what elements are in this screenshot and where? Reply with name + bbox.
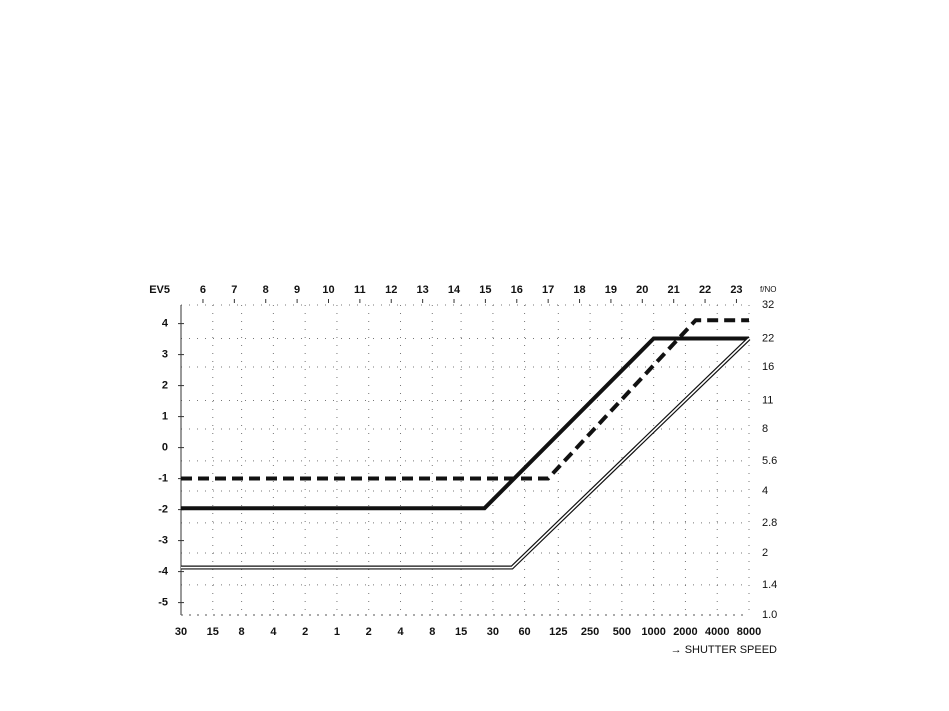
x2-tick-label: 14: [448, 284, 461, 296]
x2-tick-label: 19: [605, 284, 617, 296]
x-tick-label: 4000: [705, 626, 729, 638]
y2-tick-label: 3: [162, 349, 168, 361]
x-tick-label: 8000: [737, 626, 761, 638]
y-tick-label: 2: [762, 547, 768, 559]
y-tick-label: 8: [762, 423, 768, 435]
x-tick-label: 2: [302, 626, 308, 638]
x2-tick-label: 23: [730, 284, 742, 296]
y-tick-label: 32: [762, 299, 774, 311]
y2-tick-label: 2: [162, 380, 168, 392]
x-tick-label: 15: [455, 626, 467, 638]
x2-tick-label: 20: [636, 284, 648, 296]
x2-tick-label: 11: [354, 284, 366, 296]
x2-tick-label: 10: [322, 284, 334, 296]
program-line: [181, 318, 749, 481]
y-tick-label: 11: [762, 394, 773, 406]
x2-tick-label: 16: [511, 284, 523, 296]
x-tick-label: 2000: [673, 626, 697, 638]
x-tick-label: 4: [397, 626, 404, 638]
x-axis-label: → SHUTTER SPEED: [671, 644, 777, 656]
x-tick-label: 30: [175, 626, 187, 638]
x-tick-label: 4: [270, 626, 277, 638]
y2-tick-label: -3: [158, 535, 168, 547]
x2-tick-label: 22: [699, 284, 711, 296]
x2-tick-label: 12: [385, 284, 397, 296]
x2-tick-label: 21: [668, 284, 680, 296]
x2-tick-label: 13: [417, 284, 429, 296]
x-tick-label: 2: [366, 626, 372, 638]
program-line: [181, 337, 751, 570]
y-tick-label: 16: [762, 361, 774, 373]
y2-tick-label: -1: [158, 473, 168, 485]
x2-tick-label: 9: [294, 284, 300, 296]
x2-tick-label: 15: [479, 284, 491, 296]
x2-tick-label: 6: [200, 284, 206, 296]
y2-tick-label: -2: [158, 504, 168, 516]
y-tick-label: 1.4: [762, 579, 777, 591]
y-tick-label: 5.6: [762, 455, 777, 467]
x-tick-label: 30: [487, 626, 499, 638]
x2-tick-label: 7: [231, 284, 237, 296]
x2-tick-label: 8: [263, 284, 269, 296]
x-tick-label: 1000: [641, 626, 665, 638]
y-tick-label: 22: [762, 332, 774, 344]
y2-tick-label: 1: [162, 411, 168, 423]
x-tick-label: 60: [518, 626, 530, 638]
x-tick-label: 250: [581, 626, 599, 638]
x-tick-label: 15: [207, 626, 219, 638]
x-tick-label: 1: [334, 626, 340, 638]
y2-tick-label: 4: [162, 318, 169, 330]
program-line-inner: [181, 337, 750, 569]
y-axis-label: f/NO: [760, 285, 776, 294]
y-tick-label: 1.0: [762, 609, 777, 621]
y-tick-label: 2.8: [762, 517, 777, 529]
y2-tick-label: -4: [158, 566, 169, 578]
ev-axis-label: EV5: [149, 284, 170, 296]
x-tick-label: 500: [613, 626, 631, 638]
x2-tick-label: 17: [542, 284, 554, 296]
x2-tick-label: 18: [573, 284, 585, 296]
x-tick-label: 8: [429, 626, 435, 638]
x-tick-label: 8: [239, 626, 245, 638]
y2-tick-label: -5: [158, 597, 168, 609]
x-tick-label: 125: [549, 626, 567, 638]
y-tick-label: 4: [762, 485, 768, 497]
y2-tick-label: 0: [162, 442, 168, 454]
program-line: [181, 336, 749, 511]
